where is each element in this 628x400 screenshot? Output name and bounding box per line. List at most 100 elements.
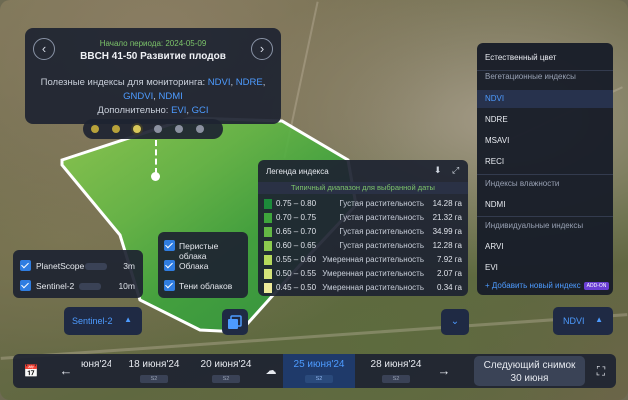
date-timeline: 📅 ← юня'24 18 июня'24 S2 20 июня'24 S2 ☁…: [13, 354, 616, 388]
menu-header-vegetation: Вегетационные индексы: [485, 72, 576, 81]
menu-item-natural-color[interactable]: Естественный цвет: [485, 53, 557, 62]
index-menu: Естественный цвет Вегетационные индексы …: [477, 43, 613, 295]
index-dropdown-button[interactable]: NDVI ▲: [553, 307, 613, 335]
useful-indices-label: Полезные индексы для мониторинга:: [40, 77, 206, 88]
legend-row: 0.65 – 0.70 Густая растительность 34.99 га: [264, 225, 462, 239]
menu-item-arvi[interactable]: ARVI: [485, 242, 504, 251]
legend-row: 0.70 – 0.75 Густая растительность 21.32 га: [264, 211, 462, 225]
satellite-tag: S2: [212, 375, 240, 383]
menu-divider: [477, 70, 613, 71]
satellite-tag: S2: [140, 375, 168, 383]
legend-row: 0.75 – 0.80 Густая растительность 14.28 га: [264, 197, 462, 211]
next-image-button[interactable]: Следующий снимок 30 июня: [474, 356, 585, 386]
next-date-arrow-icon[interactable]: →: [437, 363, 451, 378]
sentinel2-checkbox[interactable]: [20, 280, 31, 291]
clouds-checkbox[interactable]: [164, 260, 175, 271]
planetscope-checkbox[interactable]: [20, 260, 31, 271]
add-index-label: + Добавить новый индекс: [485, 281, 581, 290]
legend-swatch: [264, 213, 272, 223]
add-index-link[interactable]: + Добавить новый индекс ADD-ON: [477, 277, 613, 295]
legend-title: Легенда индекса: [266, 167, 329, 176]
menu-item-ndre[interactable]: NDRE: [485, 115, 508, 124]
legend-range: 0.75 – 0.80: [276, 199, 317, 208]
extra-indices-label: Дополнительно:: [97, 105, 169, 116]
index-link-evi[interactable]: EVI: [171, 105, 187, 116]
date-label: 25 июня'24: [293, 359, 345, 370]
date-item-partial[interactable]: юня'24: [81, 354, 111, 388]
stage-dot[interactable]: [91, 125, 99, 133]
legend-range: 0.65 – 0.70: [276, 227, 317, 236]
stage-dot[interactable]: [154, 125, 162, 133]
cirrus-checkbox[interactable]: [164, 240, 175, 251]
legend-swatch: [264, 227, 272, 237]
satellite-tag: [85, 263, 107, 270]
fullscreen-icon[interactable]: ⛶: [596, 364, 606, 378]
legend-range: 0.70 – 0.75: [276, 213, 317, 222]
date-label: юня'24: [81, 359, 111, 370]
field-pin: [151, 172, 160, 181]
date-item[interactable]: 18 июня'24 S2: [117, 354, 191, 388]
legend-description: Густая растительность: [339, 241, 424, 250]
date-item[interactable]: 28 июня'24 S2: [359, 354, 433, 388]
useful-indices: Полезные индексы для мониторинга: NDVI, …: [40, 77, 266, 116]
menu-item-ndmi[interactable]: NDMI: [485, 200, 506, 209]
prev-stage-button[interactable]: ‹: [33, 38, 55, 60]
addon-badge: ADD-ON: [583, 281, 610, 290]
collapse-icon[interactable]: ⤢: [452, 165, 460, 175]
collapse-panel-button[interactable]: ⌄: [441, 309, 469, 335]
index-legend: Легенда индекса ⬇ ⤢ Типичный диапазон дл…: [258, 160, 468, 296]
menu-header-moisture: Индексы влажности: [485, 179, 560, 188]
stage-dot[interactable]: [112, 125, 120, 133]
legend-description: Густая растительность: [339, 199, 424, 208]
calendar-icon[interactable]: 📅: [23, 364, 39, 378]
cloud-label: Облака: [179, 261, 209, 271]
satellite-dropdown-label: Sentinel-2: [72, 316, 113, 326]
stage-dot[interactable]: [175, 125, 183, 133]
chevron-down-icon: ⌄: [450, 316, 460, 327]
menu-item-evi[interactable]: EVI: [485, 263, 498, 272]
layers-button[interactable]: [222, 309, 248, 335]
satellite-resolution: 10m: [118, 281, 135, 291]
legend-swatch: [264, 283, 272, 293]
menu-header-individual: Индивидуальные индексы: [485, 221, 584, 230]
date-label: 28 июня'24: [370, 359, 422, 370]
index-link-ndvi[interactable]: NDVI: [207, 77, 231, 88]
legend-row: 0.60 – 0.65 Густая растительность 12.28 га: [264, 239, 462, 253]
menu-item-reci[interactable]: RECI: [485, 157, 505, 166]
index-link-gci[interactable]: GCI: [191, 105, 209, 116]
cloud-shadows-checkbox[interactable]: [164, 280, 175, 291]
menu-item-msavi[interactable]: MSAVI: [485, 136, 510, 145]
index-link-ndre[interactable]: NDRE: [235, 77, 263, 88]
satellite-resolution: 3m: [123, 261, 135, 271]
satellite-dropdown-button[interactable]: Sentinel-2 ▲: [64, 307, 142, 335]
index-link-gndvi[interactable]: GNDVI: [123, 91, 154, 102]
legend-subtitle: Типичный диапазон для выбранной даты: [258, 182, 468, 194]
menu-item-ndvi[interactable]: NDVI: [477, 90, 613, 108]
stage-connector: [155, 140, 157, 174]
satellite-label: Sentinel-2: [36, 281, 75, 291]
stage-stepper: [83, 119, 223, 139]
download-icon[interactable]: ⬇: [434, 165, 442, 175]
legend-range: 0.55 – 0.60: [276, 255, 317, 264]
legend-area: 12.28 га: [432, 241, 462, 250]
legend-swatch: [264, 199, 272, 209]
chevron-up-icon: ▲: [595, 315, 603, 324]
next-stage-button[interactable]: ›: [251, 38, 273, 60]
date-label: 18 июня'24: [128, 359, 180, 370]
legend-description: Густая растительность: [339, 213, 424, 222]
satellite-tag: S2: [382, 375, 410, 383]
menu-divider: [477, 174, 613, 175]
stage-dot-current[interactable]: [133, 125, 141, 133]
legend-description: Умеренная растительность: [322, 255, 424, 264]
date-item-selected[interactable]: 25 июня'24 S2: [283, 354, 355, 388]
date-item[interactable]: 20 июня'24 S2: [189, 354, 263, 388]
legend-range: 0.45 – 0.50: [276, 283, 317, 292]
legend-row: 0.55 – 0.60 Умеренная растительность 7.92 …: [264, 253, 462, 267]
cloud-icon: ☁: [265, 365, 277, 377]
stage-dot[interactable]: [196, 125, 204, 133]
prev-date-arrow-icon[interactable]: ←: [59, 363, 73, 378]
legend-description: Умеренная растительность: [322, 283, 424, 292]
legend-area: 2.07 га: [437, 269, 462, 278]
legend-area: 14.28 га: [432, 199, 462, 208]
index-link-ndmi[interactable]: NDMI: [158, 91, 183, 102]
